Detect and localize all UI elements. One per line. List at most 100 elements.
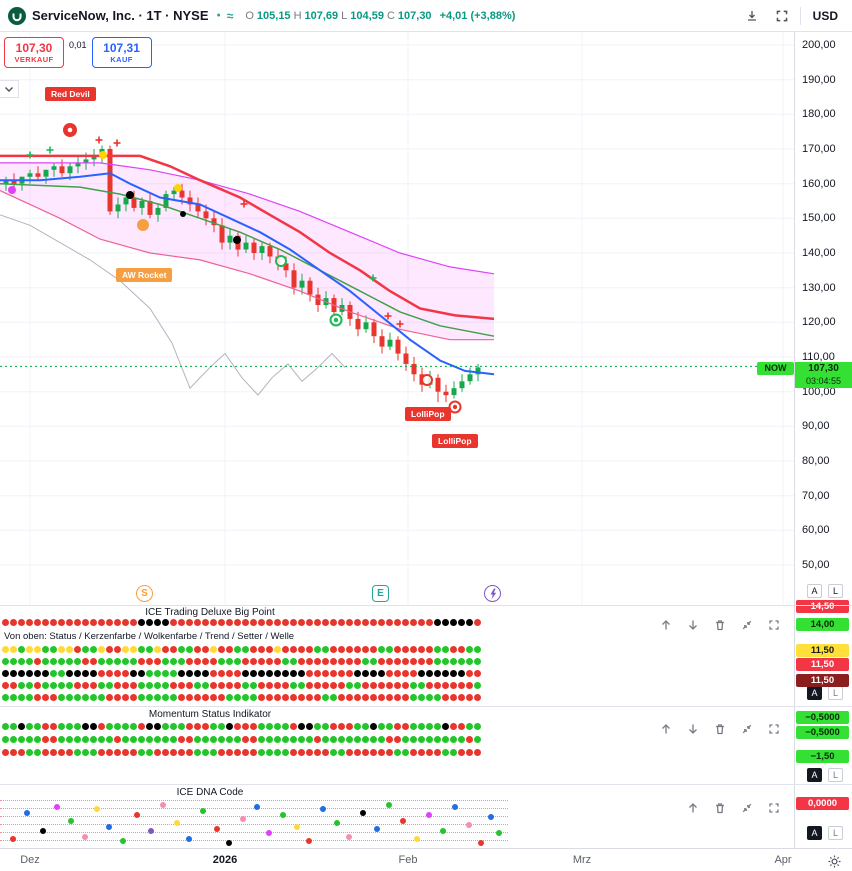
indicator-title[interactable]: ICE DNA Code: [176, 787, 244, 798]
indicator-dot: [178, 682, 185, 689]
log-scale-button[interactable]: L: [828, 826, 843, 840]
move-down-button[interactable]: [682, 614, 704, 636]
indicator-dot: [282, 694, 289, 701]
indicator-dot: [242, 658, 249, 665]
time-axis[interactable]: Dez 2026 Feb Mrz Apr: [0, 848, 852, 871]
indicator-dot: [18, 736, 25, 743]
pane-separator[interactable]: [0, 784, 852, 785]
indicator-dot: [226, 646, 233, 653]
high-value: 107,69: [304, 9, 339, 22]
dna-dot: [10, 836, 16, 842]
delete-indicator-button[interactable]: [709, 718, 731, 740]
indicator-dot: [122, 736, 129, 743]
move-up-button[interactable]: [682, 797, 704, 819]
log-scale-button[interactable]: L: [828, 686, 843, 700]
main-chart-canvas[interactable]: [0, 32, 794, 605]
auto-scale-button[interactable]: A: [807, 584, 822, 598]
currency-button[interactable]: USD: [807, 9, 844, 23]
axis-settings-button[interactable]: [824, 851, 844, 871]
indicator-dot: [442, 723, 449, 730]
fullscreen-button[interactable]: [770, 4, 794, 28]
indicator-dot: [26, 658, 33, 665]
indicator-dot: [338, 682, 345, 689]
indicator-dot: [370, 670, 377, 677]
delete-indicator-button[interactable]: [709, 614, 731, 636]
indicator-logo-s[interactable]: S: [136, 585, 153, 602]
indicator-dot: [114, 646, 121, 653]
indicator-dot: [330, 619, 337, 626]
indicator-dot: [402, 619, 409, 626]
auto-scale-button[interactable]: A: [807, 768, 822, 782]
price-axis-label: 180,00: [802, 108, 836, 120]
indicator-title[interactable]: ICE Trading Deluxe Big Point: [145, 607, 275, 618]
indicator-dot: [450, 658, 457, 665]
indicator-dot: [266, 658, 273, 665]
auto-scale-button[interactable]: A: [807, 826, 822, 840]
maximize-pane-button[interactable]: [763, 797, 785, 819]
expand-widget-button[interactable]: [0, 80, 19, 98]
indicator-dot: [90, 646, 97, 653]
indicator-dot: [346, 723, 353, 730]
indicator-dot: [234, 658, 241, 665]
indicator-dot: [58, 736, 65, 743]
log-scale-button[interactable]: L: [828, 768, 843, 782]
maximize-pane-button[interactable]: [763, 614, 785, 636]
maximize-pane-button[interactable]: [763, 718, 785, 740]
axis-value-badge: −0,5000: [796, 711, 849, 724]
buy-button[interactable]: 107,31 KAUF: [91, 37, 152, 68]
indicator-dot: [114, 682, 121, 689]
axis-value-badge: 14,00: [796, 618, 849, 631]
indicator-dot: [346, 694, 353, 701]
axis-value-badge: 11,50: [796, 658, 849, 671]
collapse-pane-button[interactable]: [736, 614, 758, 636]
indicator-dot: [450, 619, 457, 626]
indicator-dot: [266, 619, 273, 626]
pane-separator[interactable]: [0, 605, 852, 606]
indicator-dot: [210, 670, 217, 677]
download-button[interactable]: [740, 4, 764, 28]
collapse-pane-button[interactable]: [736, 718, 758, 740]
indicator-dot: [426, 736, 433, 743]
indicator-dot: [98, 736, 105, 743]
indicator-dot: [2, 736, 9, 743]
indicator-dot: [178, 619, 185, 626]
indicator-dot: [170, 682, 177, 689]
indicator-dot: [378, 646, 385, 653]
lightning-icon: [490, 588, 496, 599]
indicator-dot: [90, 723, 97, 730]
axis-value-badge: 11,50: [796, 674, 849, 687]
chart-pane[interactable]: [0, 32, 794, 605]
indicator-logo-e[interactable]: E: [372, 585, 389, 602]
move-down-button[interactable]: [682, 718, 704, 740]
indicator-dot: [242, 670, 249, 677]
collapse-pane-button[interactable]: [736, 797, 758, 819]
dna-dot: [488, 814, 494, 820]
indicator-dot: [122, 749, 129, 756]
indicator-dot: [322, 619, 329, 626]
indicator-dot: [314, 646, 321, 653]
sell-button[interactable]: 107,30 VERKAUF: [4, 37, 64, 68]
auto-scale-button[interactable]: A: [807, 686, 822, 700]
indicator-dot: [306, 619, 313, 626]
indicator-title[interactable]: Momentum Status Indikator: [148, 709, 272, 720]
symbol-title[interactable]: ServiceNow, Inc. · 1T · NYSE: [32, 8, 209, 23]
indicator-dot: [218, 694, 225, 701]
axis-value-badge: −0,5000: [796, 726, 849, 739]
indicator-dot: [202, 670, 209, 677]
pane-separator[interactable]: [0, 706, 852, 707]
indicator-dot: [162, 658, 169, 665]
indicator-dot: [138, 658, 145, 665]
indicator-dot: [170, 694, 177, 701]
move-up-button[interactable]: [655, 718, 677, 740]
indicator-logo-bolt[interactable]: [484, 585, 501, 602]
indicator-dot: [474, 723, 481, 730]
indicator-dot: [42, 682, 49, 689]
indicator-dot: [394, 619, 401, 626]
indicator-dot: [74, 723, 81, 730]
delete-indicator-button[interactable]: [709, 797, 731, 819]
indicator-dot: [106, 658, 113, 665]
move-up-button[interactable]: [655, 614, 677, 636]
indicator-dot: [434, 694, 441, 701]
log-scale-button[interactable]: L: [828, 584, 843, 598]
